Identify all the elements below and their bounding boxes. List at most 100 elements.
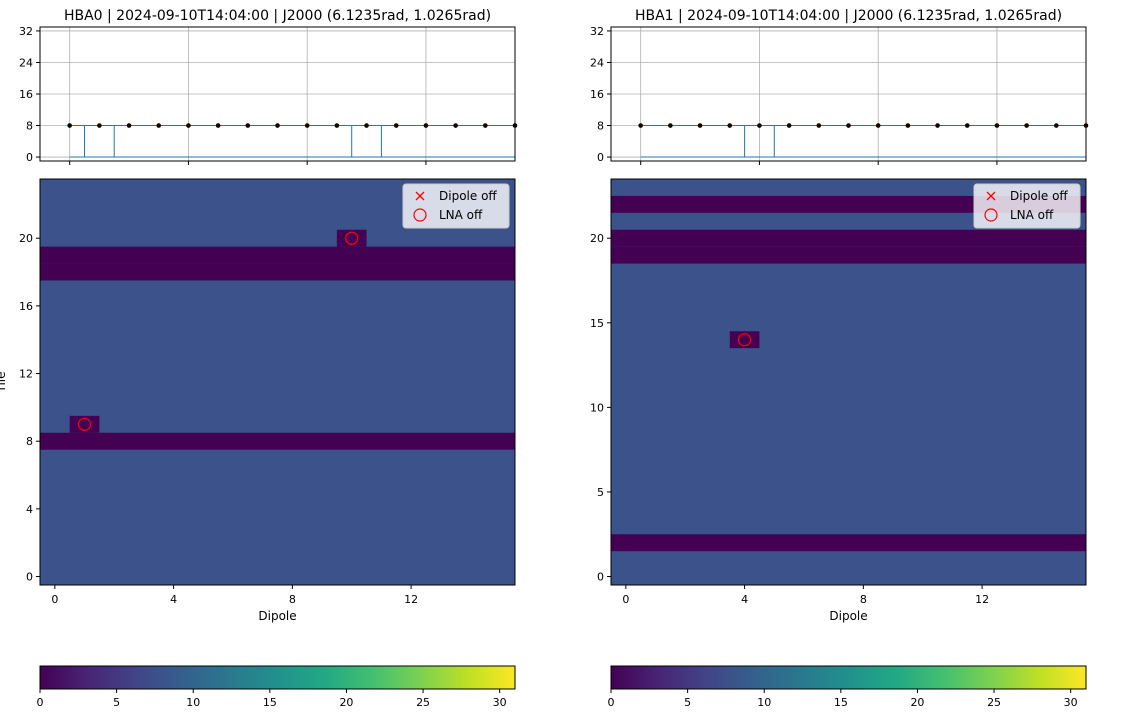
data-point [126,123,132,128]
colorbar-tick-label: 15 [834,696,848,709]
circle-marker-icon [984,208,998,222]
colorbar-tick-label: 5 [113,696,120,709]
data-point [1024,123,1029,128]
y-tick-label: 12 [19,368,33,381]
heatmap-row-off [611,246,1086,264]
heatmap-cell-off [336,229,367,247]
x-tick-label: 4 [170,593,177,606]
colorbar [39,665,516,690]
heatmap-row-off [40,263,515,281]
lna-off-marker [737,333,752,347]
y-tick-label: 5 [597,486,604,499]
colorbar-tick-label: 10 [186,696,200,709]
colorbar-tick-label: 10 [757,696,771,709]
data-point [334,123,340,128]
y-tick-label: 10 [590,401,604,414]
data-point [275,123,280,128]
colorbar-tick-label: 25 [987,696,1001,709]
y-tick-label: 20 [590,232,604,245]
x-tick-label: 4 [741,593,748,606]
colorbar-tick-label: 20 [910,696,924,709]
data-point [97,123,102,128]
y-tick-label: 0 [26,151,33,164]
colorbar-tick-label: 20 [339,696,353,709]
y-tick-label: 24 [19,56,33,69]
colorbar [610,665,1087,690]
data-point [757,123,762,128]
heatmap-frame [39,178,516,586]
y-tick-label: 32 [19,25,33,38]
data-point [364,123,369,128]
x-tick-label: 12 [404,593,418,606]
lna-off-marker [77,417,92,431]
colorbar-tick-label: 30 [1064,696,1078,709]
heatmap-cell-off [729,331,760,349]
data-point [156,123,162,128]
y-tick-label: 32 [590,25,604,38]
y-tick-label: 4 [26,503,33,516]
x-tick-label: 0 [622,593,629,606]
x-tick-label: 8 [289,593,296,606]
chart-title: HBA0 | 2024-09-10T14:04:00 | J2000 (6.12… [64,8,491,24]
y-tick-label: 15 [590,317,604,330]
x-axis-label: Dipole [829,609,867,623]
data-point [304,123,310,128]
heatmap-row-off [40,432,515,450]
data-point [846,123,851,128]
y-tick-label: 0 [597,571,604,584]
y-tick-label: 0 [26,571,33,584]
heatmap-row-off [611,534,1086,552]
data-point [186,123,191,128]
y-tick-label: 0 [597,151,604,164]
legend-label-dipole-off: Dipole off [439,189,497,203]
data-point [668,123,673,128]
y-tick-label: 8 [597,120,604,133]
circle-marker-icon [413,208,427,222]
y-tick-label: 16 [19,88,33,101]
x-axis-label: Dipole [258,609,296,623]
data-point [697,123,703,128]
legend-box [973,183,1081,229]
colorbar-tick-label: 5 [684,696,691,709]
heatmap-row-off [40,246,515,264]
legend-label-lna-off: LNA off [1010,208,1054,222]
y-tick-label: 8 [26,435,33,448]
data-point [393,123,399,128]
data-point [727,123,733,128]
data-point [786,123,792,128]
x-marker-icon [986,191,996,201]
heatmap-cell-off [69,415,100,433]
colorbar-tick-label: 0 [37,696,44,709]
lna-off-marker [345,231,359,245]
data-point [905,123,911,128]
colorbar-tick-label: 30 [493,696,507,709]
data-point [453,123,458,128]
y-tick-label: 16 [19,300,33,313]
data-point [245,123,251,128]
data-point [816,123,822,128]
heatmap-row-off [611,229,1086,247]
y-tick-label: 20 [19,232,33,245]
data-point [994,123,1000,128]
data-point [483,123,488,128]
y-tick-label: 8 [26,120,33,133]
data-point [638,123,643,128]
data-point [964,123,970,128]
legend-box [402,183,510,229]
heatmap-background [40,179,515,585]
data-point [1054,123,1059,128]
legend-label-dipole-off: Dipole off [1010,189,1068,203]
heatmap-row-off [611,195,1086,213]
y-tick-label: 24 [590,56,604,69]
x-tick-label: 8 [860,593,867,606]
colorbar-tick-label: 0 [608,696,615,709]
chart-title: HBA1 | 2024-09-10T14:04:00 | J2000 (6.12… [635,8,1062,24]
colorbar-tick-label: 25 [416,696,430,709]
x-marker-icon [415,191,425,201]
heatmap-frame [610,178,1087,586]
legend-label-lna-off: LNA off [439,208,483,222]
x-tick-label: 0 [51,593,58,606]
data-point [423,123,429,128]
y-tick-label: 16 [590,88,604,101]
